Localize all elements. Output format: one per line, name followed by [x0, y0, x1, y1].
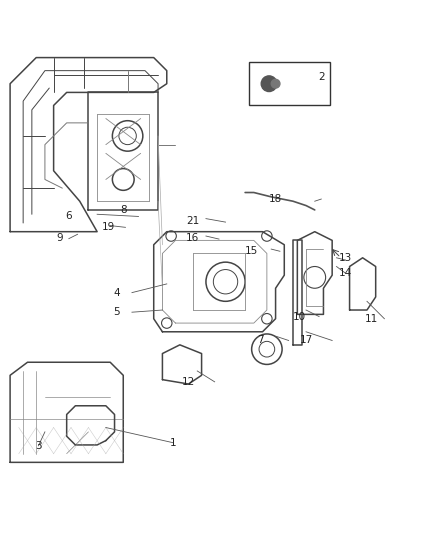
- Text: 2: 2: [318, 72, 325, 82]
- Text: 5: 5: [113, 307, 120, 317]
- Text: 12: 12: [182, 377, 195, 387]
- Text: 17: 17: [300, 335, 313, 345]
- Text: 7: 7: [257, 335, 264, 345]
- Text: 4: 4: [113, 288, 120, 297]
- Text: 13: 13: [339, 253, 352, 263]
- Text: 11: 11: [365, 314, 378, 324]
- Text: 15: 15: [245, 246, 258, 256]
- Text: 1: 1: [170, 438, 177, 448]
- Text: 14: 14: [339, 268, 352, 278]
- Text: 9: 9: [57, 233, 64, 243]
- Circle shape: [271, 79, 280, 88]
- Text: 19: 19: [101, 222, 115, 232]
- Text: 3: 3: [35, 441, 42, 451]
- Text: 8: 8: [120, 205, 127, 215]
- Text: 21: 21: [186, 216, 200, 226]
- Text: 16: 16: [186, 233, 200, 243]
- FancyBboxPatch shape: [250, 62, 330, 106]
- Text: 10: 10: [293, 312, 306, 321]
- Text: 6: 6: [66, 212, 72, 221]
- Circle shape: [261, 76, 277, 92]
- Text: 18: 18: [269, 194, 282, 204]
